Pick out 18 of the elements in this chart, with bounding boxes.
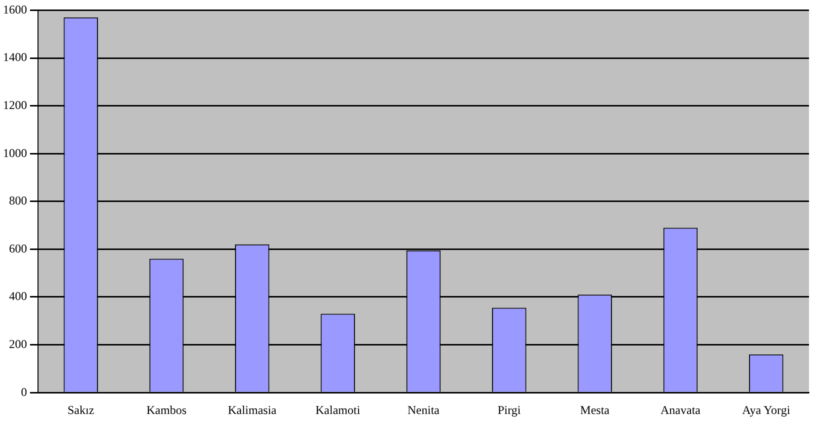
- x-tick-label: Kalimasia: [228, 402, 278, 417]
- y-tick-label: 400: [9, 289, 27, 304]
- x-tick-label: Kambos: [146, 402, 187, 417]
- x-tick-label: Aya Yorgi: [742, 402, 791, 417]
- y-tick-label: 1200: [3, 98, 27, 112]
- y-tick-label: 1600: [3, 2, 27, 16]
- x-tick-label: Pirgi: [498, 402, 522, 417]
- y-tick-label: 800: [9, 194, 27, 208]
- x-tick-label: Sakız: [67, 402, 94, 417]
- y-tick-label: 600: [9, 241, 27, 256]
- x-tick-label: Anavata: [660, 402, 702, 417]
- y-tick-label: 0: [21, 384, 27, 399]
- x-tick-label: Mesta: [580, 402, 610, 417]
- y-tick-label: 1400: [3, 50, 27, 64]
- y-tick-label: 200: [9, 336, 27, 351]
- x-tick-label: Nenita: [408, 402, 440, 417]
- x-tick-label: Kalamoti: [316, 402, 361, 417]
- y-tick-label: 1000: [3, 146, 27, 160]
